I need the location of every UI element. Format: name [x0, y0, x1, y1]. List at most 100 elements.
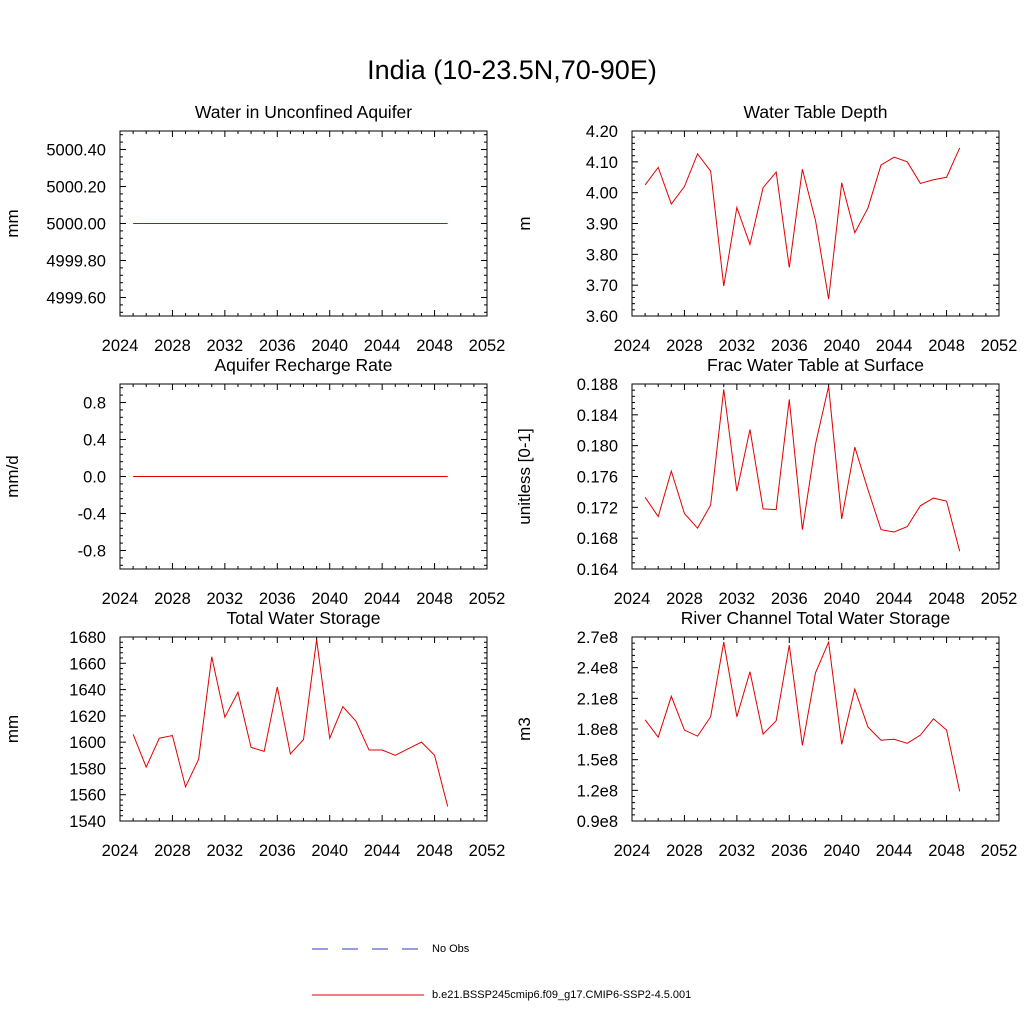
x-tick-label: 2044 — [876, 842, 913, 860]
x-tick-label: 2044 — [876, 337, 913, 355]
y-tick-label: 0.4 — [83, 432, 106, 450]
x-tick-label: 2028 — [154, 842, 191, 860]
chart-panel-water-in-unconfined-aquifer: 2024 2028 2032 2036 2040 2044 2048 2052 4999.60 4… — [3, 102, 505, 355]
plot-frame — [631, 130, 1000, 317]
y-tick-label: 5000.00 — [46, 216, 106, 234]
x-tick-label: 2024 — [102, 590, 139, 608]
y-tick-label: 1620 — [69, 708, 106, 726]
panel-title: Total Water Storage — [226, 608, 380, 628]
y-tick-label: 4.10 — [586, 154, 618, 172]
y-tick-label: 4.00 — [586, 185, 618, 203]
chart-panel-aquifer-recharge-rate: 2024 2028 2032 2036 2040 2044 2048 2052 -0.8 -0.4… — [3, 355, 505, 608]
figure-title: India (10-23.5N,70-90E) — [367, 55, 657, 85]
y-tick-label: 0.8 — [83, 395, 106, 413]
x-tick-label: 2036 — [259, 337, 296, 355]
x-tick-label: 2036 — [259, 842, 296, 860]
x-tick-label: 2036 — [771, 842, 808, 860]
chart-panel-water-table-depth: 2024 2028 2032 2036 2040 2044 2048 2052 3.60 3.70… — [515, 102, 1017, 355]
x-tick-label: 2028 — [666, 842, 703, 860]
y-tick-label: 1640 — [69, 682, 106, 700]
y-tick-label: 3.80 — [586, 246, 618, 264]
y-tick-label: -0.4 — [78, 506, 106, 524]
x-tick-label: 2036 — [259, 590, 296, 608]
y-tick-label: 0.9e8 — [577, 813, 618, 831]
x-tick-label: 2040 — [311, 337, 348, 355]
x-tick-label: 2024 — [614, 590, 651, 608]
x-tick-label: 2032 — [206, 842, 243, 860]
y-tick-label: 0.176 — [577, 469, 618, 487]
chart-panel-frac-water-table-at-surface: 2024 2028 2032 2036 2040 2044 2048 2052 0.164 0.1… — [515, 355, 1017, 608]
panel-title: Water in Unconfined Aquifer — [195, 102, 412, 122]
x-tick-label: 2052 — [469, 590, 506, 608]
series-line — [644, 640, 961, 792]
series-line — [132, 639, 449, 807]
x-tick-label: 2032 — [206, 590, 243, 608]
x-tick-label: 2028 — [666, 590, 703, 608]
x-tick-label: 2044 — [364, 842, 401, 860]
y-tick-label: 3.90 — [586, 216, 618, 234]
x-tick-label: 2024 — [102, 337, 139, 355]
x-tick-label: 2052 — [981, 842, 1018, 860]
plot-frame — [119, 636, 488, 822]
x-tick-label: 2036 — [771, 590, 808, 608]
x-tick-label: 2044 — [364, 590, 401, 608]
y-tick-label: 3.60 — [586, 308, 618, 326]
y-tick-label: 0.180 — [577, 438, 618, 456]
panel-title: River Channel Total Water Storage — [681, 608, 950, 628]
x-tick-label: 2052 — [469, 337, 506, 355]
plot-frame — [631, 636, 1000, 822]
x-tick-label: 2040 — [311, 590, 348, 608]
x-tick-label: 2032 — [718, 590, 755, 608]
y-axis-label: unitless [0-1] — [515, 428, 534, 524]
y-tick-label: 1.2e8 — [577, 782, 618, 800]
y-tick-label: 4999.80 — [46, 253, 106, 271]
y-axis-label: m3 — [515, 717, 534, 741]
y-tick-label: 2.1e8 — [577, 690, 618, 708]
y-tick-label: 1.8e8 — [577, 721, 618, 739]
y-tick-label: 0.0 — [83, 469, 106, 487]
y-tick-label: 1.5e8 — [577, 752, 618, 770]
x-tick-label: 2052 — [469, 842, 506, 860]
x-tick-label: 2044 — [364, 337, 401, 355]
y-tick-label: 1540 — [69, 813, 106, 831]
x-tick-label: 2032 — [718, 842, 755, 860]
panel-title: Frac Water Table at Surface — [707, 355, 924, 375]
y-tick-label: 5000.20 — [46, 179, 106, 197]
y-tick-label: 1660 — [69, 655, 106, 673]
x-tick-label: 2024 — [614, 337, 651, 355]
x-tick-label: 2052 — [981, 337, 1018, 355]
x-tick-label: 2048 — [928, 842, 965, 860]
y-axis-label: mm — [3, 209, 22, 237]
x-tick-label: 2048 — [416, 842, 453, 860]
y-tick-label: 2.7e8 — [577, 629, 618, 647]
x-tick-label: 2048 — [928, 337, 965, 355]
x-tick-label: 2040 — [311, 842, 348, 860]
plot-frame — [631, 383, 1000, 570]
x-tick-label: 2028 — [154, 590, 191, 608]
y-tick-label: 0.188 — [577, 376, 618, 394]
y-tick-label: 5000.40 — [46, 142, 106, 160]
y-tick-label: -0.8 — [78, 543, 106, 561]
y-tick-label: 0.168 — [577, 530, 618, 548]
x-tick-label: 2048 — [416, 337, 453, 355]
chart-panel-river-channel-total-water-storage: 2024 2028 2032 2036 2040 2044 2048 2052 0.9e8 1.2… — [515, 608, 1017, 860]
x-tick-label: 2044 — [876, 590, 913, 608]
x-tick-label: 2048 — [928, 590, 965, 608]
x-tick-label: 2052 — [981, 590, 1018, 608]
y-tick-label: 1580 — [69, 760, 106, 778]
y-axis-label: m — [515, 216, 534, 230]
y-tick-label: 4.20 — [586, 123, 618, 141]
panel-title: Water Table Depth — [744, 102, 888, 122]
chart-panel-total-water-storage: 2024 2028 2032 2036 2040 2044 2048 2052 1540 1560… — [3, 608, 505, 860]
x-tick-label: 2028 — [154, 337, 191, 355]
y-axis-label: mm — [3, 715, 22, 743]
panel-title: Aquifer Recharge Rate — [214, 355, 392, 375]
x-tick-label: 2040 — [823, 590, 860, 608]
y-tick-label: 3.70 — [586, 277, 618, 295]
x-tick-label: 2032 — [718, 337, 755, 355]
x-tick-label: 2048 — [416, 590, 453, 608]
y-tick-label: 0.164 — [577, 561, 618, 579]
x-tick-label: 2024 — [102, 842, 139, 860]
y-tick-label: 0.184 — [577, 407, 618, 425]
